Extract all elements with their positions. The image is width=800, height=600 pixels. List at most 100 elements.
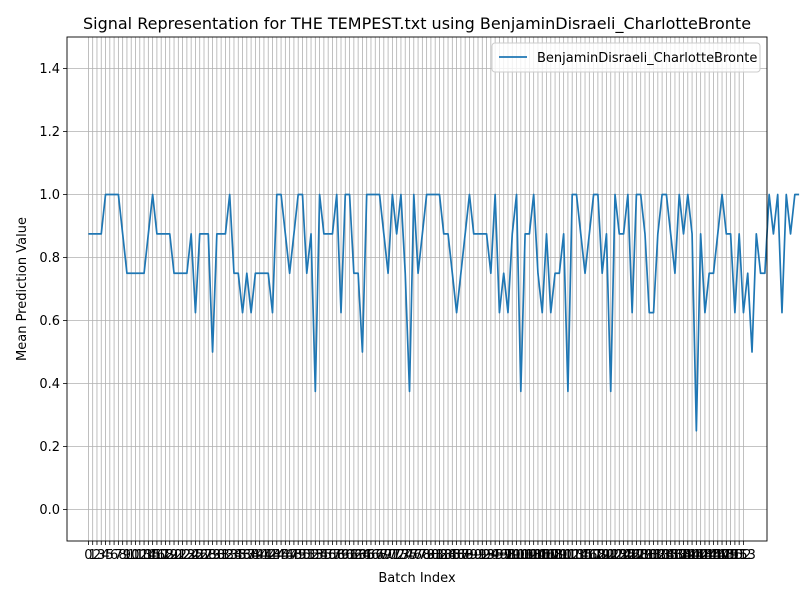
x-tick-label: 38: [243, 548, 260, 563]
x-tick-label: 7: [114, 548, 122, 563]
x-tick-label: 24: [183, 548, 200, 563]
x-tick-label: 104: [521, 548, 546, 563]
x-tick-label: 64: [354, 548, 371, 563]
x-tick-label: 78: [414, 548, 431, 563]
x-tick-label: 25: [187, 548, 204, 563]
x-tick-label: 109: [543, 548, 568, 563]
x-tick-label: 0: [84, 548, 92, 563]
x-tick-label: 33: [221, 548, 238, 563]
x-tick-label: 19: [161, 548, 178, 563]
x-tick-label: 141: [680, 548, 705, 563]
x-tick-label: 8: [119, 548, 127, 563]
y-axis-label: Mean Prediction Value: [15, 217, 30, 361]
x-tick-label: 139: [671, 548, 696, 563]
x-tick-label: 46: [277, 548, 294, 563]
x-tick-label: 10: [123, 548, 140, 563]
x-tick-label: 40: [251, 548, 268, 563]
x-tick-label: 133: [645, 548, 670, 563]
x-tick-label: 44: [269, 548, 286, 563]
x-tick-label: 95: [487, 548, 504, 563]
x-tick-label: 148: [710, 548, 735, 563]
x-tick-label: 90: [465, 548, 482, 563]
x-tick-label: 134: [650, 548, 675, 563]
x-tick-label: 97: [495, 548, 512, 563]
y-tick-label: 1.2: [39, 125, 60, 140]
x-tick-label: 31: [213, 548, 230, 563]
x-tick-label: 6: [110, 548, 118, 563]
x-tick-label: 16: [149, 548, 166, 563]
x-tick-label: 66: [363, 548, 380, 563]
x-tick-label: 132: [641, 548, 666, 563]
x-tick-label: 99: [504, 548, 521, 563]
x-tick-label: 140: [675, 548, 700, 563]
x-tick-label: 103: [517, 548, 542, 563]
x-tick-label: 112: [556, 548, 581, 563]
x-tick-label: 26: [191, 548, 208, 563]
x-tick-label: 122: [598, 548, 623, 563]
x-tick-label: 55: [316, 548, 333, 563]
x-tick-label: 137: [663, 548, 688, 563]
x-tick-label: 143: [688, 548, 713, 563]
x-tick-label: 83: [435, 548, 452, 563]
x-tick-label: 81: [427, 548, 444, 563]
plot-frame: [66, 36, 768, 542]
x-tick-label: 18: [157, 548, 174, 563]
x-tick-label: 147: [705, 548, 730, 563]
y-tick-label: 1.4: [39, 62, 60, 77]
y-tick-label: 0.4: [39, 377, 60, 392]
x-tick-label: 84: [440, 548, 457, 563]
x-tick-label: 113: [560, 548, 585, 563]
x-tick-label: 58: [328, 548, 345, 563]
x-tick-label: 13: [136, 548, 153, 563]
x-tick-label: 77: [410, 548, 427, 563]
x-tick-label: 20: [166, 548, 183, 563]
x-tick-label: 93: [478, 548, 495, 563]
x-axis-label: Batch Index: [378, 571, 456, 586]
x-tick-label: 63: [350, 548, 367, 563]
x-tick-label: 85: [444, 548, 461, 563]
y-tick-label: 0.0: [39, 503, 60, 518]
x-tick-label: 48: [286, 548, 303, 563]
x-tick-label: 75: [401, 548, 418, 563]
x-tick-label: 59: [333, 548, 350, 563]
x-tick-label: 119: [585, 548, 610, 563]
x-tick-label: 45: [273, 548, 290, 563]
x-tick-label: 29: [204, 548, 221, 563]
x-tick-label: 1: [89, 548, 97, 563]
x-tick-label: 70: [380, 548, 397, 563]
x-tick-label: 79: [418, 548, 435, 563]
series-line: [88, 193, 800, 432]
x-tick-label: 71: [384, 548, 401, 563]
x-tick-label: 17: [153, 548, 170, 563]
x-tick-label: 87: [453, 548, 470, 563]
legend-label: BenjaminDisraeli_CharlotteBronte: [537, 51, 757, 66]
x-tick-label: 11: [127, 548, 144, 563]
x-tick-label: 56: [320, 548, 337, 563]
x-tick-label: 118: [581, 548, 606, 563]
x-tick-label: 15: [144, 548, 161, 563]
x-tick-label: 69: [376, 548, 393, 563]
x-tick-label: 130: [633, 548, 658, 563]
x-tick-label: 86: [448, 548, 465, 563]
x-tick-label: 76: [406, 548, 423, 563]
grid: [67, 37, 767, 541]
x-tick-label: 65: [358, 548, 375, 563]
x-tick-label: 67: [367, 548, 384, 563]
x-tick-label: 153: [731, 548, 756, 563]
x-tick-label: 42: [260, 548, 277, 563]
x-tick-label: 88: [457, 548, 474, 563]
x-tick-label: 47: [281, 548, 298, 563]
x-tick-label: 74: [397, 548, 414, 563]
x-tick-label: 102: [513, 548, 538, 563]
x-tick-label: 110: [547, 548, 572, 563]
x-tick-label: 51: [298, 548, 315, 563]
x-tick-label: 136: [658, 548, 683, 563]
x-tick-label: 145: [697, 548, 722, 563]
x-tick-label: 73: [393, 548, 410, 563]
x-tick-label: 117: [577, 548, 602, 563]
x-tick-label: 43: [264, 548, 281, 563]
y-tick-label: 0.2: [39, 440, 60, 455]
x-tick-label: 116: [573, 548, 598, 563]
